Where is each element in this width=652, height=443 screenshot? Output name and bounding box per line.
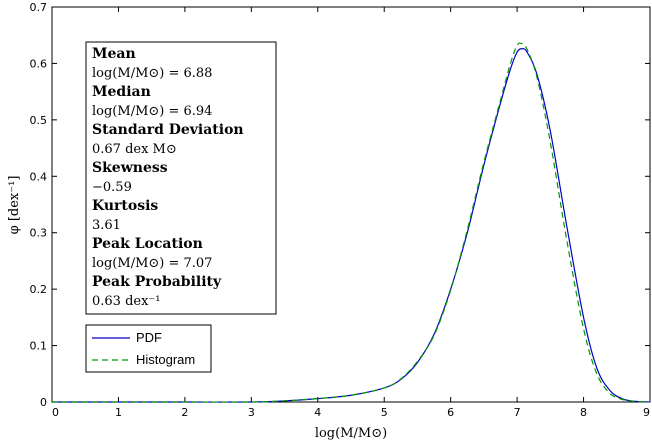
stats-box-frame — [85, 41, 277, 315]
y-tick-label: 0.7 — [30, 1, 48, 14]
x-tick-label: 9 — [643, 406, 650, 419]
stats-peak-location-label: Peak Location — [92, 236, 203, 252]
stats-peak-probability-value: 0.63 dex⁻¹ — [92, 294, 161, 309]
y-tick-label: 0.1 — [30, 340, 48, 353]
stats-median-value: log(M/M⊙) = 6.94 — [92, 104, 212, 119]
stats-peak-probability-label: Peak Probability — [92, 274, 222, 290]
plot-frame — [51, 6, 651, 403]
series-line-histogram — [52, 42, 651, 403]
stats-std-value: 0.67 dex M⊙ — [92, 142, 177, 157]
stats-median-label: Median — [92, 84, 151, 100]
x-tick-label: 6 — [447, 406, 454, 419]
series-layer — [52, 42, 651, 403]
x-tick-label: 1 — [115, 406, 122, 419]
y-axis-title: φ [dex⁻¹] — [7, 176, 22, 235]
legend: PDF Histogram — [85, 324, 212, 373]
y-tick-label: 0.2 — [30, 283, 48, 296]
stats-mean-label: Mean — [92, 46, 136, 62]
stats-mean-value: log(M/M⊙) = 6.88 — [92, 66, 212, 81]
stats-kurtosis-label: Kurtosis — [92, 198, 158, 214]
y-tick-label: 0.6 — [30, 57, 48, 70]
x-tick-label: 2 — [181, 406, 188, 419]
y-tick-label: 0.5 — [30, 114, 48, 127]
stats-std-label: Standard Deviation — [92, 122, 244, 138]
axis-ticks: 0 1 2 3 4 5 6 7 8 9 0 0.1 0.2 0.3 0.4 0.5 0.6 0.7 — [30, 1, 651, 419]
stats-box: Mean log(M/M⊙) = 6.88 Median log(M/M⊙) =… — [85, 41, 277, 315]
y-tick-label: 0 — [40, 396, 47, 409]
x-tick-label: 7 — [514, 406, 521, 419]
legend-frame — [85, 324, 212, 373]
x-tick-label: 3 — [248, 406, 255, 419]
legend-label-histogram: Histogram — [136, 352, 195, 367]
x-tick-label: 4 — [314, 406, 321, 419]
x-tick-label: 5 — [381, 406, 388, 419]
stats-kurtosis-value: 3.61 — [92, 218, 121, 233]
stats-skewness-label: Skewness — [92, 160, 168, 176]
x-axis-title: log(M/M⊙) — [315, 426, 387, 441]
legend-label-pdf: PDF — [136, 330, 162, 345]
stats-skewness-value: −0.59 — [92, 180, 132, 195]
x-tick-label: 8 — [580, 406, 587, 419]
y-tick-label: 0.3 — [30, 227, 48, 240]
stats-peak-location-value: log(M/M⊙) = 7.07 — [92, 256, 212, 271]
y-tick-label: 0.4 — [30, 170, 48, 183]
x-tick-label: 0 — [52, 406, 59, 419]
